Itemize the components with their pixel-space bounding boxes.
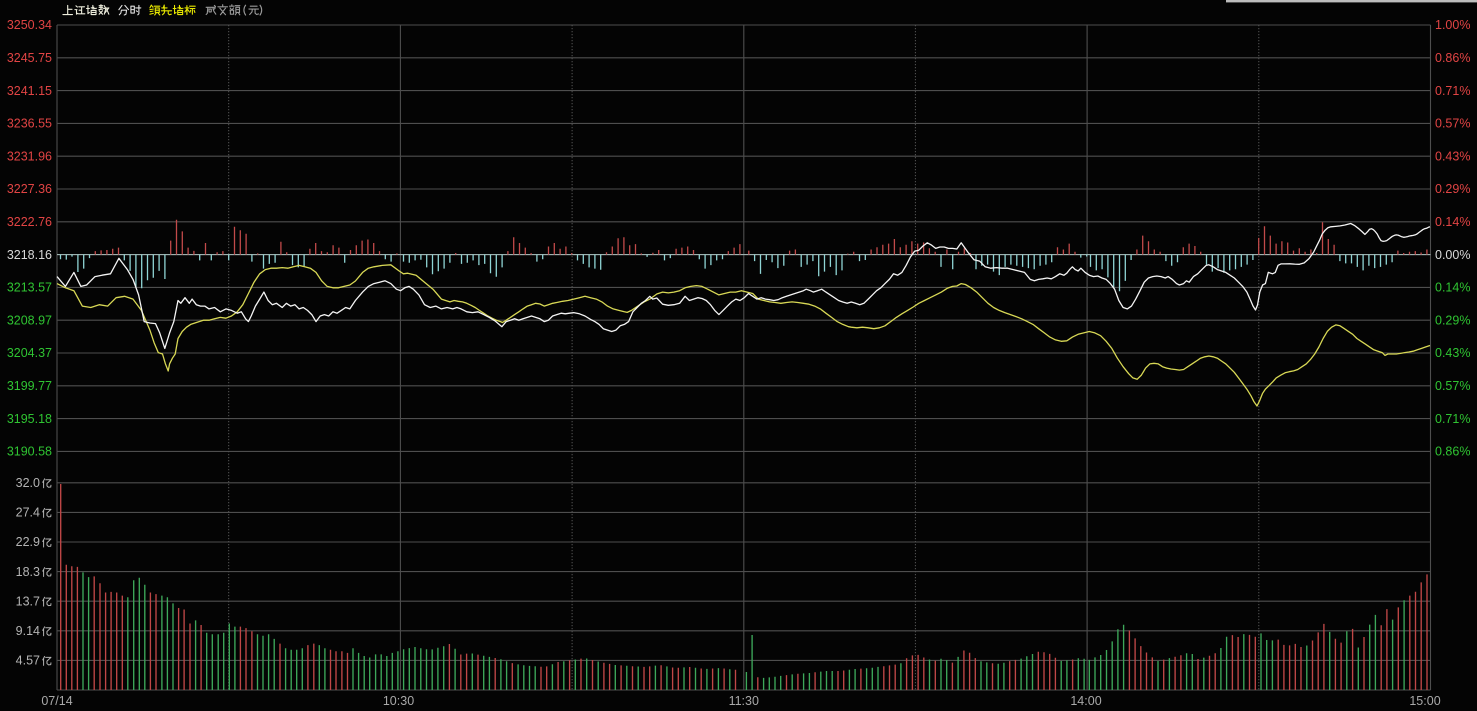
svg-text:0.86%: 0.86% bbox=[1435, 445, 1470, 459]
svg-text:1.00%: 1.00% bbox=[1435, 18, 1470, 32]
svg-text:3204.37: 3204.37 bbox=[7, 346, 52, 360]
svg-text:27.4: 27.4 bbox=[16, 506, 40, 520]
svg-text:3208.97: 3208.97 bbox=[7, 313, 52, 327]
svg-text:3195.18: 3195.18 bbox=[7, 412, 52, 426]
svg-text:0.71%: 0.71% bbox=[1435, 412, 1470, 426]
svg-text:13.7: 13.7 bbox=[16, 594, 40, 608]
svg-text:3222.76: 3222.76 bbox=[7, 215, 52, 229]
svg-text:3213.57: 3213.57 bbox=[7, 281, 52, 295]
svg-text:10:30: 10:30 bbox=[383, 694, 414, 708]
svg-text:0.00%: 0.00% bbox=[1435, 248, 1470, 262]
svg-text:0.43%: 0.43% bbox=[1435, 149, 1470, 163]
svg-text:22.9: 22.9 bbox=[16, 535, 40, 549]
svg-text:3199.77: 3199.77 bbox=[7, 379, 52, 393]
svg-text:14:00: 14:00 bbox=[1070, 694, 1101, 708]
svg-text:0.86%: 0.86% bbox=[1435, 51, 1470, 65]
svg-text:3245.75: 3245.75 bbox=[7, 51, 52, 65]
svg-text:9.14: 9.14 bbox=[16, 624, 40, 638]
svg-text:3227.36: 3227.36 bbox=[7, 182, 52, 196]
svg-text:3250.34: 3250.34 bbox=[7, 18, 52, 32]
svg-text:07/14: 07/14 bbox=[41, 694, 72, 708]
svg-text:15:00: 15:00 bbox=[1409, 694, 1440, 708]
svg-text:0.71%: 0.71% bbox=[1435, 84, 1470, 98]
svg-text:3218.16: 3218.16 bbox=[7, 248, 52, 262]
svg-text:18.3: 18.3 bbox=[16, 565, 40, 579]
svg-text:3241.15: 3241.15 bbox=[7, 84, 52, 98]
svg-text:0.29%: 0.29% bbox=[1435, 182, 1470, 196]
svg-text:32.0: 32.0 bbox=[16, 476, 40, 490]
svg-text:0.57%: 0.57% bbox=[1435, 379, 1470, 393]
svg-text:3236.55: 3236.55 bbox=[7, 117, 52, 131]
svg-text:3190.58: 3190.58 bbox=[7, 445, 52, 459]
svg-text:0.14%: 0.14% bbox=[1435, 281, 1470, 295]
svg-text:0.57%: 0.57% bbox=[1435, 117, 1470, 131]
svg-text:4.57: 4.57 bbox=[16, 654, 40, 668]
svg-text:3231.96: 3231.96 bbox=[7, 149, 52, 163]
svg-text:0.43%: 0.43% bbox=[1435, 346, 1470, 360]
svg-text:11:30: 11:30 bbox=[729, 694, 759, 708]
svg-text:0.29%: 0.29% bbox=[1435, 313, 1470, 327]
svg-text:0.14%: 0.14% bbox=[1435, 215, 1470, 229]
